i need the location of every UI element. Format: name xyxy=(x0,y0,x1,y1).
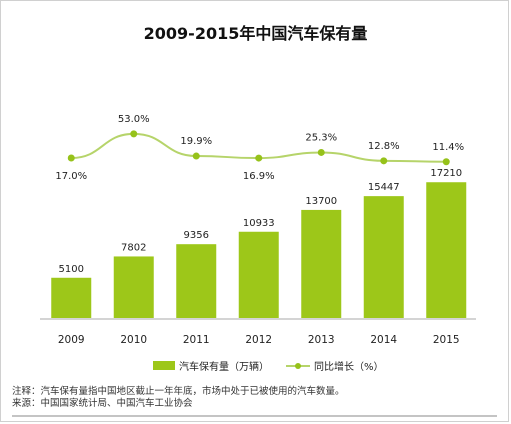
growth-point-2012 xyxy=(255,154,263,162)
chart-title: 2009-2015年中国汽车保有量 xyxy=(143,24,368,43)
bar-2014 xyxy=(363,196,404,318)
x-tick-label-2009: 2009 xyxy=(58,334,85,346)
note-text: 注释：汽车保有量指中国地区截止一年年底，市场中处于已被使用的汽车数量。 xyxy=(12,386,345,397)
x-tick-label-2011: 2011 xyxy=(183,334,210,346)
x-tick-label-2012: 2012 xyxy=(245,334,272,346)
growth-point-2015 xyxy=(442,158,450,166)
growth-label-2015: 11.4% xyxy=(432,142,464,153)
growth-point-2009 xyxy=(67,154,75,162)
x-tick-label-2014: 2014 xyxy=(370,334,397,346)
growth-point-2014 xyxy=(380,157,388,165)
x-tick-label-2013: 2013 xyxy=(308,334,335,346)
bar-2012 xyxy=(238,231,279,318)
x-tick-label-2015: 2015 xyxy=(433,334,460,346)
bar-2015 xyxy=(426,182,467,318)
growth-label-2012: 16.9% xyxy=(243,171,275,182)
legend-line-label: 同比增长（%） xyxy=(314,360,384,373)
bar-2009 xyxy=(51,277,92,318)
growth-point-2010 xyxy=(130,130,138,138)
bar-2013 xyxy=(301,209,342,318)
bar-value-label-2010: 7802 xyxy=(121,242,146,253)
source-text: 来源：中国国家统计局、中国汽车工业协会 xyxy=(12,398,193,409)
bar-value-label-2012: 10933 xyxy=(243,218,275,229)
growth-point-2013 xyxy=(317,148,325,156)
legend-bar-label: 汽车保有量（万辆） xyxy=(179,360,269,373)
bar-value-label-2009: 5100 xyxy=(59,264,84,275)
growth-label-2013: 25.3% xyxy=(305,132,337,143)
legend-line-marker xyxy=(295,363,301,369)
growth-label-2009: 17.0% xyxy=(55,171,87,182)
x-tick-label-2010: 2010 xyxy=(120,334,147,346)
bar-value-label-2013: 13700 xyxy=(305,196,337,207)
growth-label-2014: 12.8% xyxy=(368,141,400,152)
bar-2011 xyxy=(176,244,217,318)
growth-point-2011 xyxy=(192,152,200,160)
growth-label-2010: 53.0% xyxy=(118,114,150,125)
bar-value-label-2014: 15447 xyxy=(368,182,400,193)
bar-value-label-2015: 17210 xyxy=(430,168,462,179)
growth-label-2011: 19.9% xyxy=(180,136,212,147)
legend-bar-swatch xyxy=(153,361,175,370)
bar-2010 xyxy=(113,256,154,318)
footnotes: 注释：汽车保有量指中国地区截止一年年底，市场中处于已被使用的汽车数量。 来源：中… xyxy=(12,386,345,410)
bar-value-label-2011: 9356 xyxy=(184,230,209,241)
